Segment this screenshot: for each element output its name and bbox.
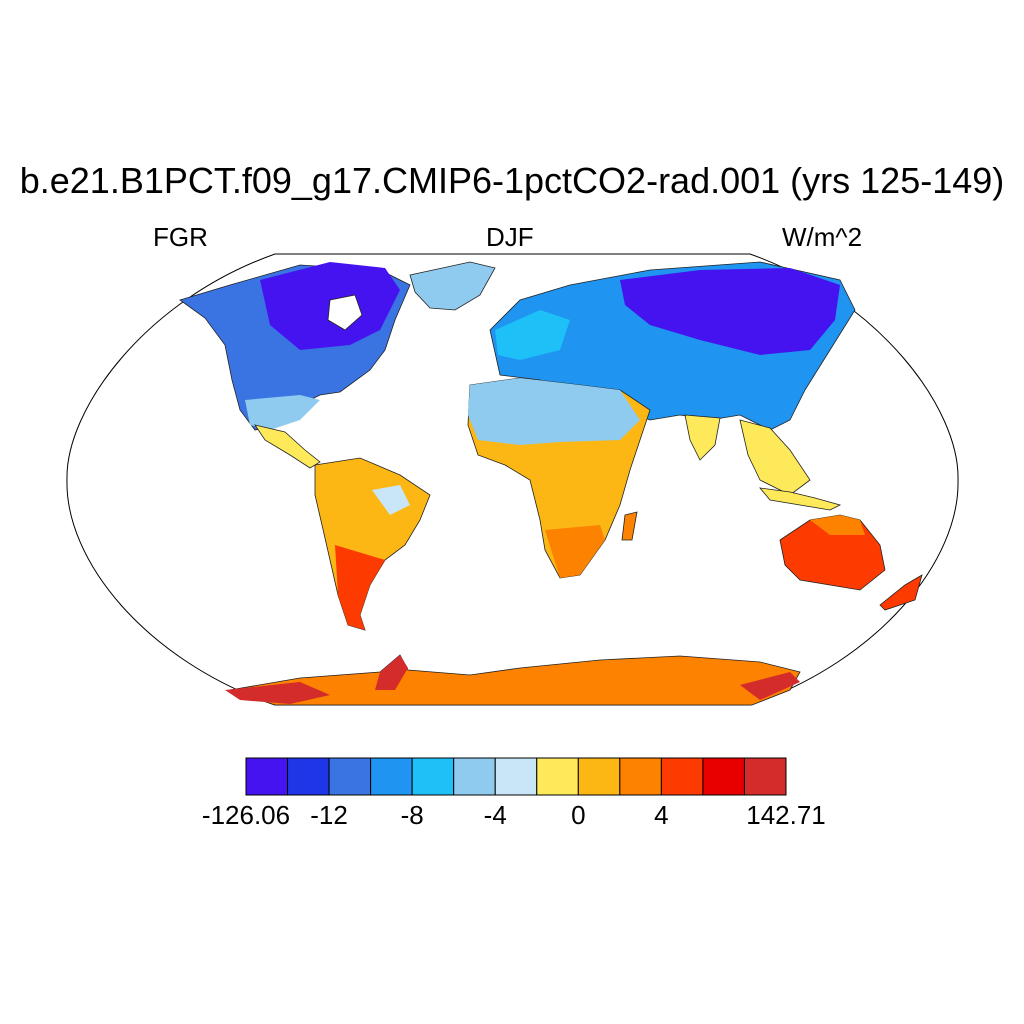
region-siberia (620, 268, 840, 355)
colorbar-tick-label: -126.06 (201, 800, 291, 830)
region-southeast-asia (739, 419, 811, 496)
region-new-zealand (879, 574, 923, 611)
colorbar-box (245, 757, 289, 796)
region-india (684, 414, 721, 461)
region-antarctica (229, 654, 801, 706)
colorbar-box (743, 757, 787, 796)
region-indonesia (759, 487, 842, 511)
colorbar-box (702, 757, 745, 796)
units-label: W/m^2 (782, 222, 863, 252)
region-us-south (245, 395, 320, 430)
region-southern-africa (545, 525, 605, 578)
colorbar-box (536, 757, 579, 796)
colorbar-box (660, 757, 704, 796)
region-antarctica-east-edge (740, 672, 800, 700)
variable-label: FGR (153, 222, 208, 252)
region-europe (495, 310, 570, 360)
colorbar-tick-label: 0 (571, 800, 586, 830)
plot-title: b.e21.B1PCT.f09_g17.CMIP6-1pctCO2-rad.00… (19, 160, 1005, 201)
season-label: DJF (486, 222, 534, 252)
colorbar-tick-label: 4 (654, 800, 669, 830)
colorbar-box (619, 757, 662, 796)
colorbar-box (328, 757, 372, 796)
colorbar-tick-label: -8 (400, 800, 424, 830)
colorbar-tick-label: 142.71 (746, 800, 826, 830)
colorbar-box (494, 757, 538, 796)
region-brazil-highlands (372, 485, 410, 515)
region-hudson-bay (327, 294, 363, 331)
region-madagascar (621, 511, 638, 541)
colorbar-tick-label: -12 (310, 800, 348, 830)
colorbar-box (287, 757, 330, 796)
region-antarctica-edge (225, 682, 330, 704)
colorbar-box (370, 757, 413, 796)
region-sahara (468, 378, 640, 445)
colorbar-tick-label: -4 (483, 800, 507, 830)
colorbar-box (577, 757, 621, 796)
region-patagonia (335, 545, 385, 630)
region-antarctic-peninsula (375, 655, 408, 690)
region-australia-north (810, 515, 865, 535)
colorbar-box (453, 757, 496, 796)
colorbar-box (411, 757, 455, 796)
region-greenland (409, 261, 496, 311)
